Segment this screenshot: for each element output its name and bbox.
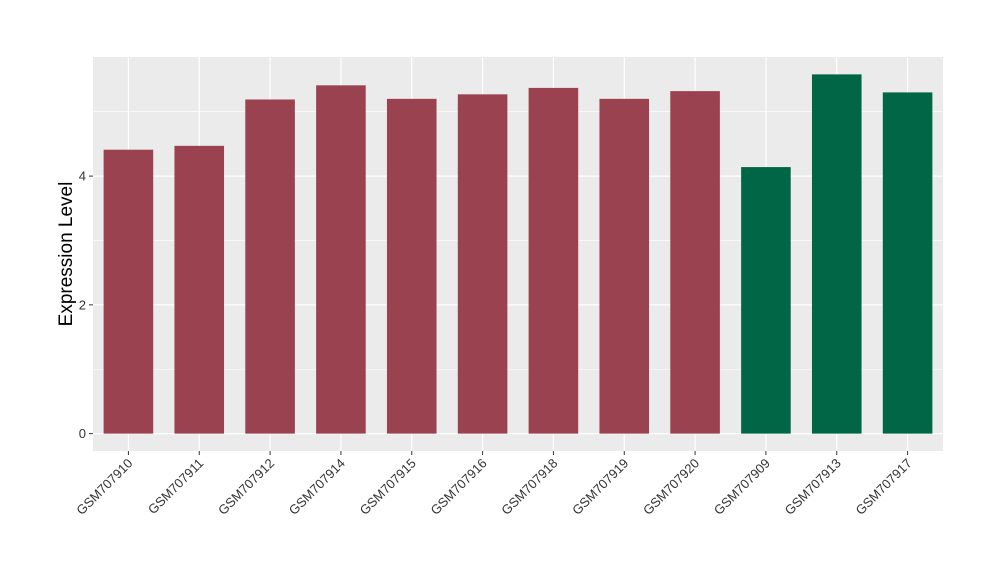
- x-tick-label: GSM707920: [640, 456, 702, 518]
- x-tick-label: GSM707911: [145, 456, 207, 518]
- y-axis-title: Expression Level: [56, 182, 77, 327]
- x-tick-label: GSM707913: [782, 456, 844, 518]
- y-tick-label: 2: [79, 297, 86, 312]
- x-axis: GSM707910 GSM707911 GSM707912 GSM707914 GSM7…: [73, 451, 915, 518]
- bar-GSM707920: [670, 91, 720, 434]
- x-tick-label: GSM707916: [427, 456, 489, 518]
- bar-GSM707910: [103, 149, 154, 434]
- bar-GSM707915: [386, 98, 437, 434]
- x-tick-label: GSM707915: [357, 456, 419, 518]
- plot-panel: [93, 57, 943, 451]
- x-tick-label: GSM707909: [711, 456, 773, 518]
- bars: [103, 74, 933, 434]
- y-axis: 0 2 4: [79, 169, 93, 441]
- bar-GSM707911: [174, 145, 225, 434]
- x-tick-label: GSM707914: [286, 456, 348, 518]
- bar-GSM707914: [316, 85, 366, 434]
- bar-GSM707912: [245, 99, 295, 434]
- x-tick-label: GSM707910: [73, 456, 135, 518]
- x-tick-label: GSM707919: [569, 456, 631, 518]
- bar-GSM707916: [457, 94, 508, 434]
- x-tick-label: GSM707917: [852, 456, 914, 518]
- x-tick-label: GSM707912: [215, 456, 277, 518]
- bar-GSM707919: [599, 98, 650, 434]
- grid-minor: [93, 111, 943, 370]
- x-tick-label: GSM707918: [498, 456, 560, 518]
- y-tick-label: 4: [79, 169, 86, 184]
- bar-GSM707918: [528, 87, 579, 434]
- y-tick-label: 0: [79, 426, 86, 441]
- bar-GSM707917: [882, 92, 933, 434]
- bar-GSM707913: [811, 74, 862, 434]
- bar-GSM707909: [741, 167, 791, 434]
